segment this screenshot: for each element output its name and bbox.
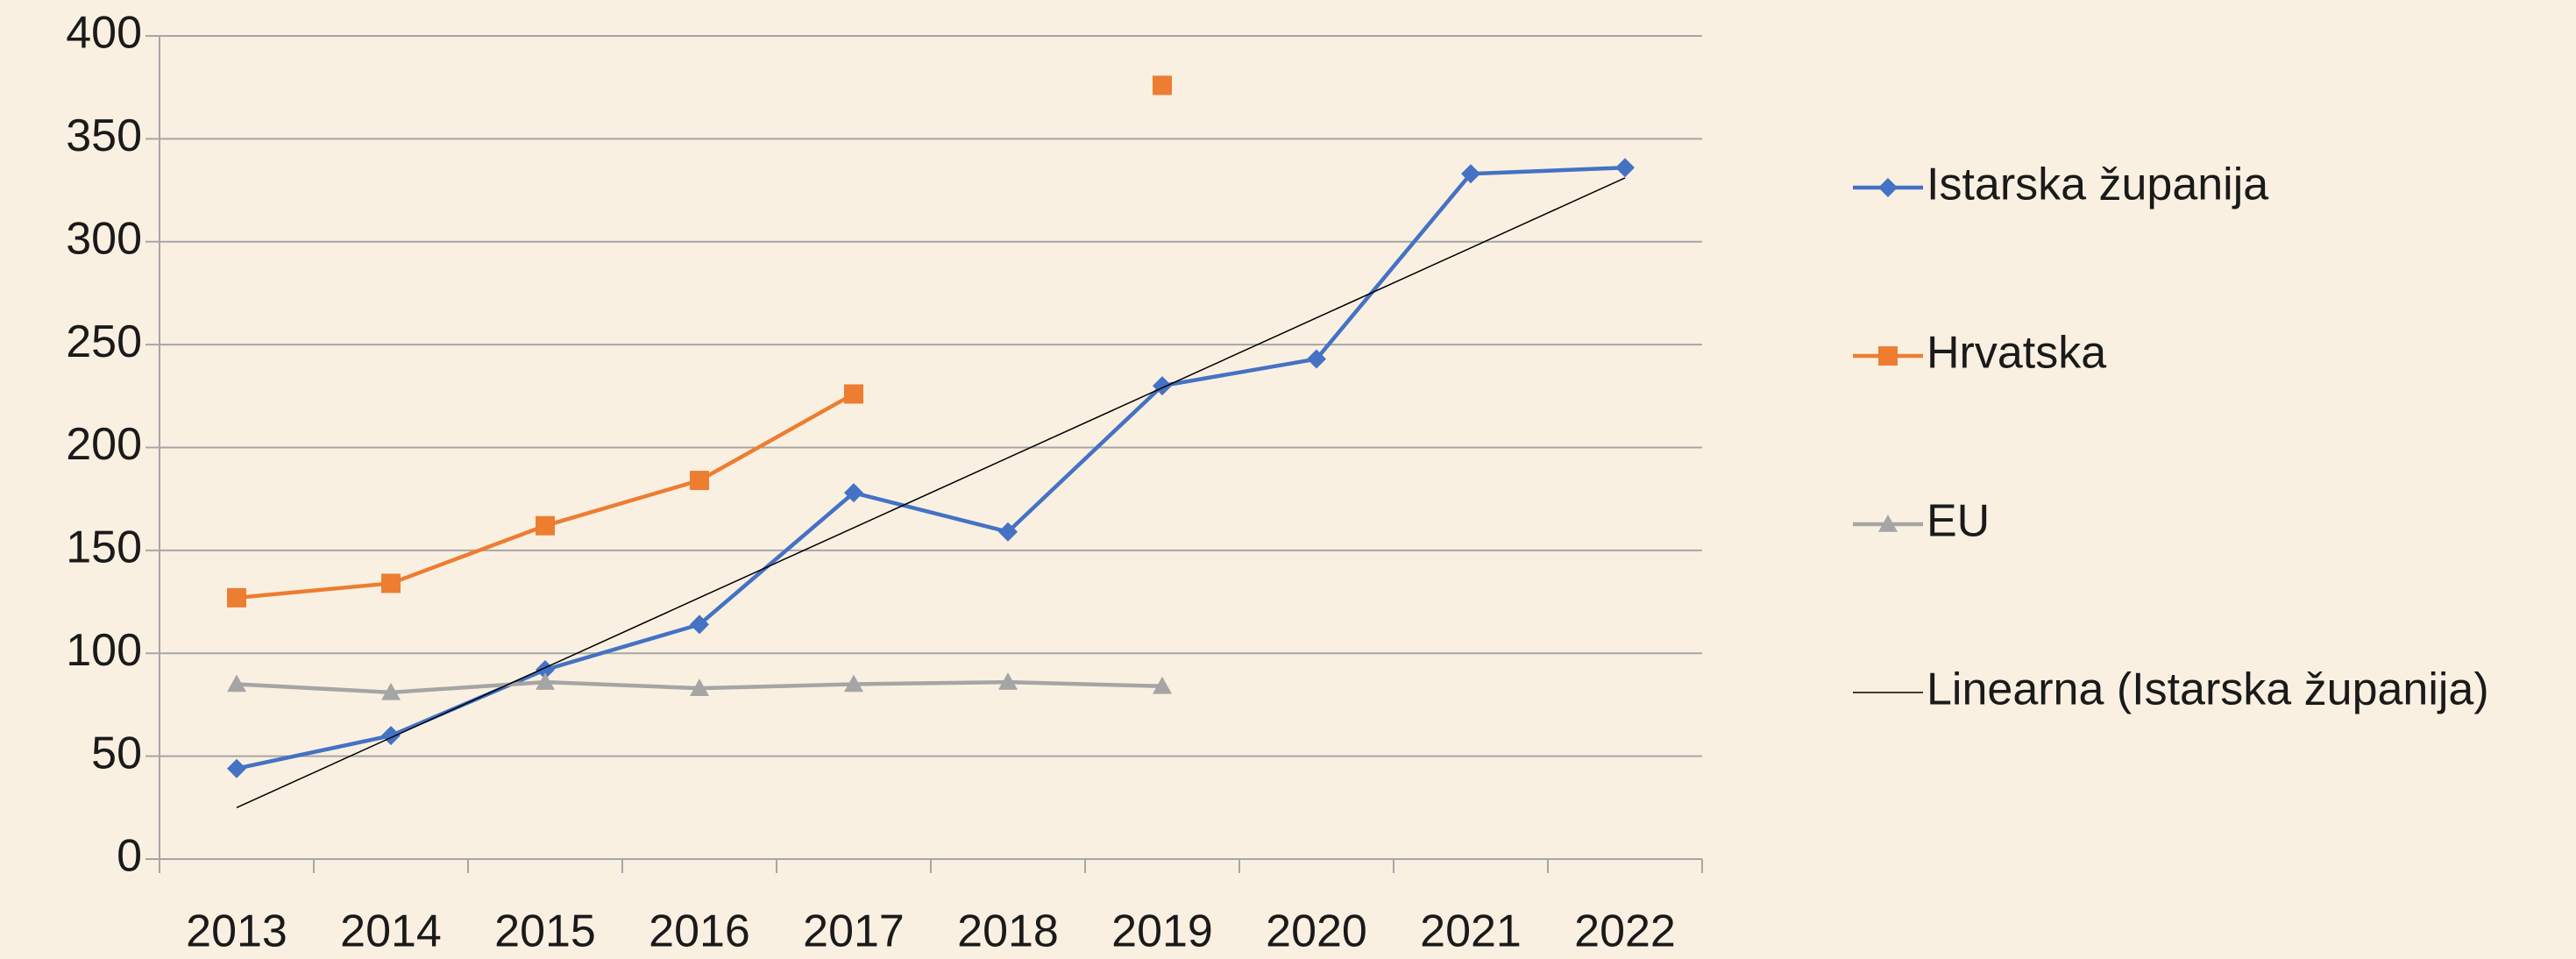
x-tick-label: 2017 [803,906,905,957]
marker [1461,164,1480,184]
y-tick-label: 150 [66,522,142,573]
y-tick-label: 50 [91,728,142,778]
marker [381,726,401,746]
series-line [236,165,1626,771]
x-tick-label: 2018 [957,906,1059,957]
marker [1878,178,1898,197]
x-tick-label: 2014 [340,906,442,957]
marker [227,758,246,778]
marker [381,682,401,700]
y-tick-label: 400 [66,8,142,59]
marker [1878,346,1898,366]
y-tick-label: 100 [66,625,142,676]
marker [1307,349,1326,369]
marker [690,678,709,696]
x-tick-label: 2016 [649,906,750,957]
marker [1153,75,1172,96]
x-tick-label: 2015 [494,906,596,957]
marker [844,483,863,503]
series-line [237,85,1162,598]
y-tick-label: 200 [66,419,142,470]
x-tick-label: 2013 [186,906,287,957]
x-tick-label: 2019 [1111,906,1213,957]
marker [381,573,401,593]
marker [227,587,246,607]
y-tick-label: 250 [66,316,142,367]
marker [1878,515,1898,532]
y-tick-label: 0 [117,831,142,882]
marker [998,672,1018,690]
marker [536,672,555,690]
marker [690,471,709,491]
y-tick-label: 350 [66,110,142,161]
legend-label: Hrvatska [1927,328,2106,379]
marker [1615,158,1635,178]
trend-line [236,177,1626,808]
y-tick-label: 300 [66,213,142,264]
marker [690,614,709,635]
legend-label: EU [1927,496,1990,547]
x-tick-label: 2021 [1420,906,1522,957]
x-tick-label: 2020 [1266,906,1367,957]
legend-label: Istarska županija [1927,160,2268,210]
marker [844,674,863,693]
legend-label: Linearna (Istarska županija) [1927,664,2489,715]
marker [844,384,863,404]
marker [536,515,555,536]
x-tick-label: 2022 [1574,906,1676,957]
marker [1153,676,1172,694]
marker [998,522,1018,542]
marker [227,674,246,693]
